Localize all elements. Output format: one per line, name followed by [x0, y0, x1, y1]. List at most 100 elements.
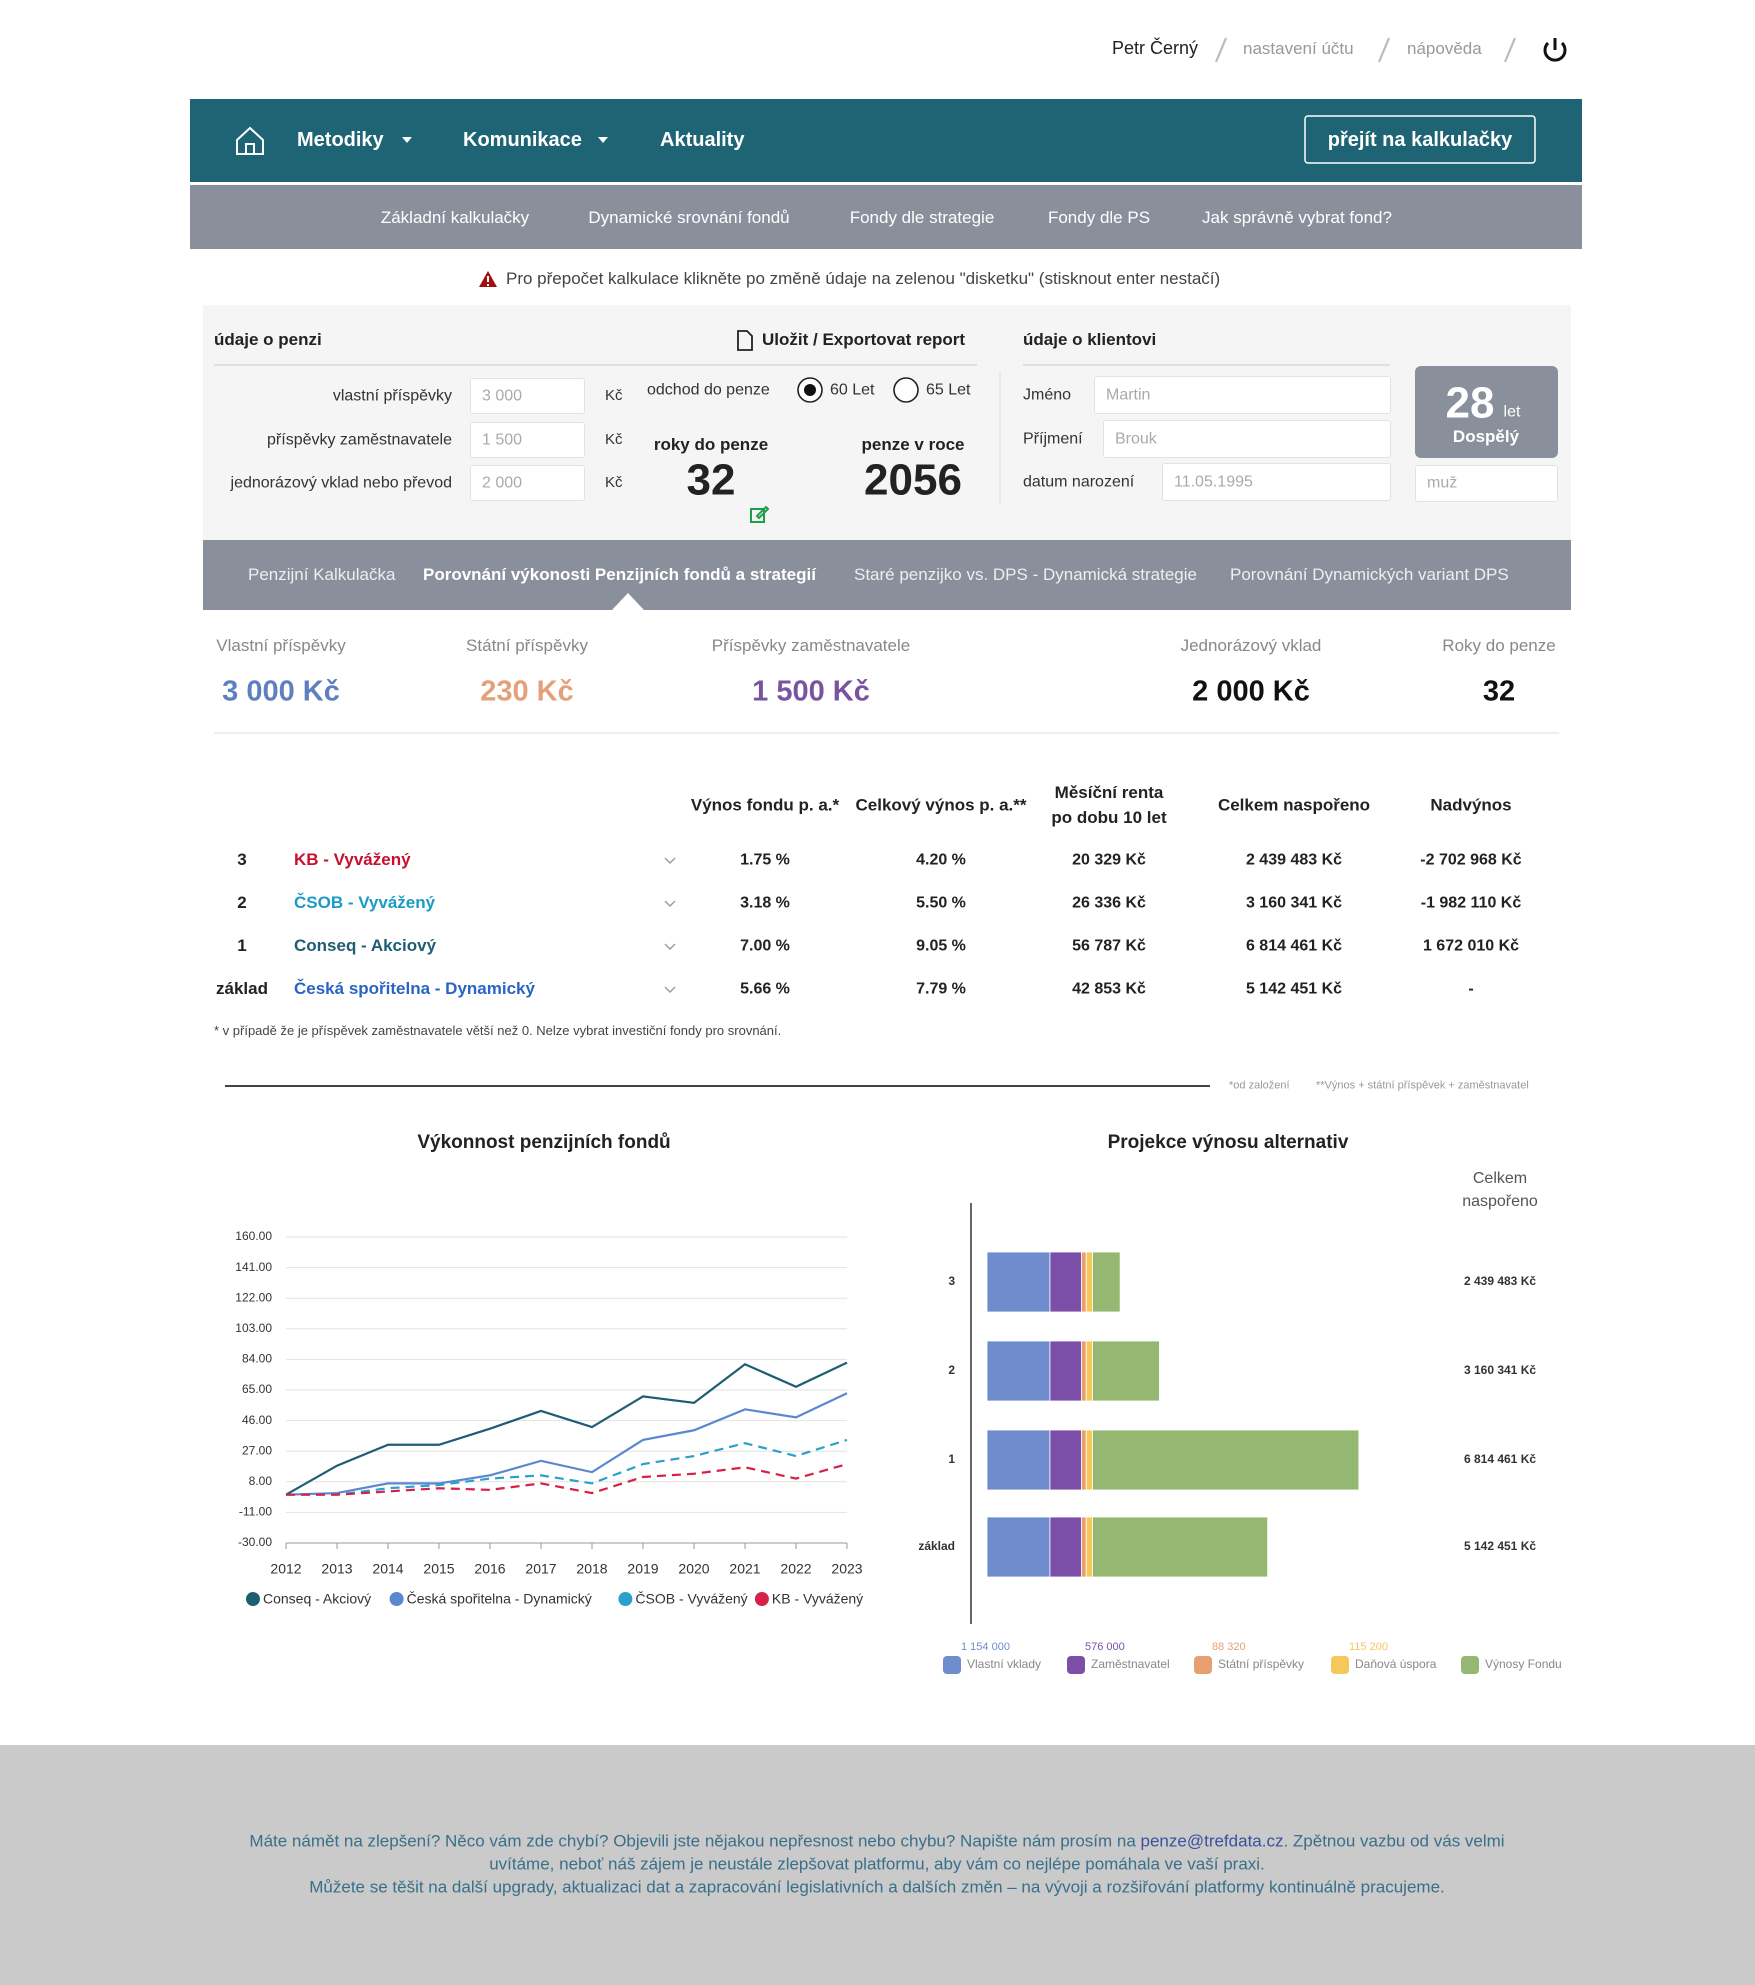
footnote: * v případě že je příspěvek zaměstnavate…: [214, 1023, 782, 1039]
section-title: údaje o klientovi: [1023, 329, 1157, 349]
column-header: Celkový výnos p. a.**: [855, 795, 1027, 815]
fund-name[interactable]: ČSOB - Vyvážený: [294, 892, 436, 912]
tab[interactable]: Staré penzijko vs. DPS - Dynamická strat…: [854, 564, 1197, 584]
sub-nav-item[interactable]: Základní kalkulačky: [380, 207, 530, 227]
cta-label[interactable]: přejít na kalkulačky: [1327, 129, 1513, 151]
field-label: odchod do penze: [647, 381, 770, 399]
field-label: jednorázový vklad nebo převod: [230, 474, 452, 492]
radio[interactable]: [893, 377, 919, 403]
sub-nav-item[interactable]: Fondy dle strategie: [849, 207, 995, 227]
legend-label: Státní příspěvky: [1218, 1657, 1304, 1671]
input[interactable]: [1094, 376, 1391, 414]
cell: 26 336 Kč: [1072, 894, 1146, 912]
y-tick-label: 1: [948, 1452, 955, 1466]
stat-value: 2056: [864, 455, 962, 505]
sub-nav-bar: [190, 185, 1582, 249]
warning-icon: [479, 271, 497, 287]
legend-label: Conseq - Akciový: [263, 1591, 371, 1607]
input[interactable]: [470, 378, 585, 414]
legend-marker: [1461, 1656, 1479, 1674]
y-tick-label: 27.00: [242, 1443, 272, 1457]
nav-item[interactable]: Komunikace: [463, 129, 582, 151]
stat-label: roky do penze: [653, 434, 769, 454]
legend-marker: [943, 1656, 961, 1674]
footer-email[interactable]: penze@trefdata.cz: [1140, 1831, 1284, 1851]
bar-segment: [1092, 1516, 1269, 1578]
unit: Kč: [605, 474, 623, 491]
cell: 56 787 Kč: [1072, 937, 1146, 955]
input-value: 3 000: [482, 387, 523, 405]
input[interactable]: [470, 421, 585, 458]
tab[interactable]: Porovnání Dynamických variant DPS: [1230, 564, 1509, 584]
sub-nav-item[interactable]: Dynamické srovnání fondů: [588, 207, 790, 227]
chart-title: Výkonnost penzijních fondů: [417, 1132, 670, 1153]
stat-label: penze v roce: [861, 434, 965, 454]
file-icon[interactable]: [737, 330, 753, 351]
input[interactable]: [470, 465, 585, 501]
tab[interactable]: Porovnání výkonosti Penzijních fondů a s…: [423, 564, 816, 584]
field-label: příspěvky zaměstnavatele: [267, 430, 452, 448]
nav-item[interactable]: Metodiky: [297, 129, 384, 151]
rank: 2: [237, 892, 247, 912]
y-tick-label: 2: [948, 1363, 955, 1377]
cell: -: [1468, 980, 1474, 998]
legend-marker: [1067, 1656, 1085, 1674]
x-tick-label: 2014: [372, 1561, 403, 1577]
fund-name[interactable]: Conseq - Akciový: [294, 935, 437, 955]
edit-icon[interactable]: [750, 505, 770, 523]
bar-segment: [986, 1340, 1051, 1402]
total-label: 5 142 451 Kč: [1464, 1539, 1536, 1553]
cell: 3 160 341 Kč: [1245, 894, 1343, 912]
account-link[interactable]: nastavení účtu: [1243, 38, 1354, 58]
column-header: Celkem naspořeno: [1217, 795, 1371, 815]
bar-segment: [1049, 1251, 1082, 1313]
summary-value: 230 Kč: [480, 675, 574, 708]
field-label: datum narození: [1023, 473, 1135, 491]
y-tick-label: základ: [918, 1539, 955, 1553]
tab[interactable]: Penzijní Kalkulačka: [248, 564, 396, 584]
bar-segment: [986, 1251, 1051, 1313]
cell: 3.18 %: [740, 894, 790, 912]
fund-name[interactable]: Česká spořitelna - Dynamický: [294, 978, 535, 998]
bar-segment: [1049, 1516, 1082, 1578]
age-box: [1415, 366, 1558, 458]
line-series: [285, 1361, 848, 1496]
cta-button[interactable]: [1304, 115, 1536, 164]
cell: 1 672 010 Kč: [1422, 937, 1520, 955]
unit: Kč: [605, 387, 623, 404]
input[interactable]: [1162, 463, 1391, 501]
active-tab-pointer: [612, 593, 644, 610]
column-header: Nadvýnos: [1430, 795, 1512, 815]
footer-text: Můžete se těšit na další upgrady, aktual…: [309, 1877, 1445, 1897]
field-label: Příjmení: [1023, 430, 1083, 448]
home-icon[interactable]: [236, 126, 264, 155]
summary-label: Příspěvky zaměstnavatele: [711, 635, 911, 655]
cell: 20 329 Kč: [1072, 851, 1146, 869]
input[interactable]: [1103, 420, 1391, 458]
x-tick-label: 2021: [729, 1561, 760, 1577]
sub-nav-item[interactable]: Fondy dle PS: [1047, 207, 1151, 227]
export-link[interactable]: Uložit / Exportovat report: [762, 329, 966, 349]
bar-segment: [1081, 1516, 1087, 1578]
x-tick-label: 2019: [627, 1561, 658, 1577]
help-link[interactable]: nápověda: [1407, 38, 1482, 58]
age-group: Dospělý: [1452, 426, 1520, 446]
sub-nav-item[interactable]: Jak správně vybrat fond?: [1202, 207, 1392, 227]
nav-item[interactable]: Aktuality: [660, 129, 745, 151]
y-tick-label: 84.00: [242, 1352, 272, 1366]
row-chevrons[interactable]: [664, 857, 676, 993]
bar-segment: [1085, 1251, 1093, 1313]
nav-bar: [190, 99, 1582, 182]
radio-label: 65 Let: [926, 381, 971, 399]
bar-segment: [1049, 1340, 1082, 1402]
input-value: 1 500: [482, 430, 523, 448]
section-title: údaje o penzi: [214, 329, 322, 349]
rank: 1: [237, 935, 247, 955]
legend-label: Výnosy Fondu: [1485, 1657, 1562, 1671]
bar-segment: [1085, 1429, 1093, 1491]
fund-name[interactable]: KB - Vyvážený: [294, 849, 411, 869]
select[interactable]: [1415, 465, 1558, 502]
y-tick-label: 103.00: [235, 1321, 272, 1335]
power-icon[interactable]: [1543, 38, 1567, 62]
